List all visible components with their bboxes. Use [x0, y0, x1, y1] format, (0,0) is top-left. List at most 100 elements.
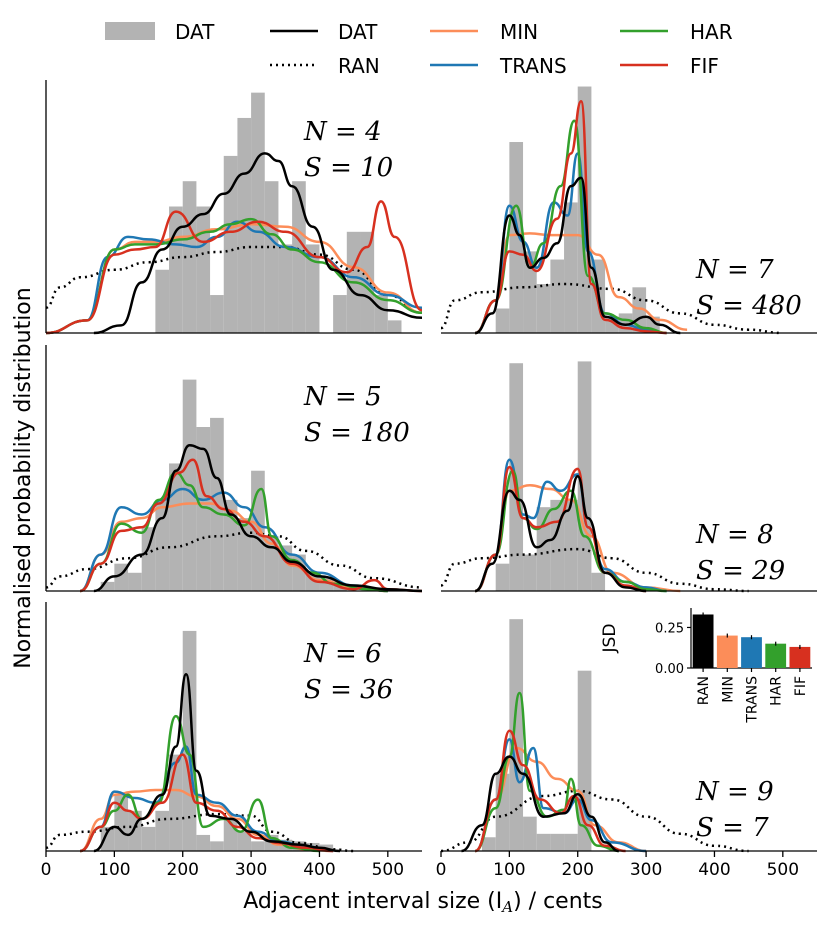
hist-bar: [550, 833, 565, 851]
panel-n8: N = 8 S = 29: [440, 361, 817, 593]
legend-ran-dotted-label: RAN: [338, 54, 380, 78]
x-tick-label: 0: [41, 860, 52, 880]
annotation-n: N = 4: [303, 117, 382, 147]
x-tick-label: 500: [767, 860, 799, 880]
panel-n7: N = 7 S = 480: [440, 86, 817, 335]
curve-dat: [93, 443, 423, 593]
x-axis-label-suffix: ) / cents: [513, 889, 603, 914]
curve-fif: [474, 99, 667, 335]
hist-bar: [210, 295, 224, 333]
x-tick-label: 200: [562, 860, 594, 880]
x-tick-label: 200: [167, 860, 199, 880]
panel-n4: N = 4 S = 10: [45, 80, 423, 335]
curve-dat: [461, 755, 619, 853]
hist-bar: [509, 142, 524, 333]
hist-bar: [141, 826, 156, 851]
panel-n5: N = 5 S = 180: [45, 345, 423, 593]
hist-bar: [536, 833, 551, 851]
inset-x-tick-label: TRANS: [745, 676, 761, 724]
hist-bar: [169, 206, 183, 333]
x-tick-label: 100: [98, 860, 130, 880]
curve-har: [474, 119, 667, 335]
hist-bar: [100, 581, 115, 591]
x-axis-label: Adjacent interval size (IA) / cents: [243, 889, 603, 916]
inset-bar-fif: [789, 646, 811, 668]
hist-bar: [196, 206, 211, 333]
x-tick-label: 500: [372, 860, 404, 880]
hist-bar: [155, 499, 170, 591]
curve-fif: [45, 200, 423, 335]
x-axis-label-main: Adjacent interval size (I: [243, 889, 502, 914]
legend-dat-hist-swatch: [105, 22, 155, 40]
hist-bar: [223, 155, 238, 333]
inset-bar-trans: [741, 637, 762, 668]
annotation-n: N = 9: [695, 777, 774, 807]
inset-x-tick-label: FIF: [793, 676, 809, 696]
annotation-s: S = 7: [696, 813, 769, 843]
x-axis-label-sub: A: [500, 898, 513, 916]
curve-fif: [474, 729, 626, 853]
inset-y-tick-label: 0.25: [655, 621, 684, 636]
hist-bar: [564, 202, 578, 333]
hist-bar: [128, 572, 142, 591]
curve-har: [79, 471, 388, 593]
curve-dat: [93, 152, 423, 335]
hist-bar: [155, 269, 170, 333]
curve-ran: [45, 812, 354, 853]
y-axis-label: Normalised probability distribution: [11, 287, 36, 668]
inset-y-tick-label: 0.00: [655, 662, 684, 677]
hist-bar: [523, 554, 537, 591]
hist-bar: [536, 507, 551, 591]
jsd-inset-chart: 0.00 0.25 JSD RAN MIN TRANS HAR FIF: [600, 608, 812, 724]
hist-bar: [564, 833, 578, 851]
hist-bar: [223, 499, 238, 591]
inset-bar-har: [765, 643, 787, 668]
curve-dat: [474, 474, 647, 593]
hist-bar: [550, 259, 565, 333]
inset-x-tick-label: HAR: [769, 676, 785, 706]
annotation-n: N = 5: [303, 382, 382, 412]
hist-bar: [495, 308, 510, 333]
hist-bar: [482, 837, 496, 851]
curve-ran: [440, 282, 783, 335]
curve-fif: [79, 458, 423, 593]
legend-fif-solid-label: FIF: [690, 54, 719, 78]
hist-bar: [264, 181, 279, 333]
curve-fif: [79, 753, 334, 853]
hist-bar: [523, 816, 537, 851]
hist-bar: [237, 831, 252, 851]
annotation-s: S = 10: [304, 153, 393, 183]
panel-n6: N = 6 S = 36 0 100 200 300 400 500: [41, 602, 422, 880]
hist-bar: [523, 251, 537, 333]
legend-trans-solid-label: TRANS: [499, 54, 567, 78]
hist-bar: [251, 92, 265, 334]
annotation-n: N = 6: [303, 639, 382, 669]
annotation-n: N = 8: [695, 520, 774, 550]
hist-bar: [264, 536, 279, 591]
legend: DAT DAT RAN MIN TRANS HAR FIF: [105, 20, 733, 78]
hist-bar: [564, 499, 578, 591]
hist-bar: [536, 284, 551, 333]
hist-bar: [591, 572, 606, 591]
curve-ran: [440, 789, 749, 853]
inset-x-tick-label: RAN: [696, 676, 712, 705]
annotation-s: S = 36: [304, 675, 393, 705]
hist-bar: [196, 834, 211, 851]
annotation-n: N = 7: [695, 255, 774, 285]
hist-bar: [155, 810, 170, 851]
x-tick-label: 0: [436, 860, 447, 880]
curve-min: [474, 232, 688, 335]
x-tick-label: 400: [698, 860, 730, 880]
hist-bar: [141, 527, 156, 591]
annotation-s: S = 180: [304, 418, 410, 448]
x-tick-label: 300: [235, 860, 267, 880]
annotation-s: S = 29: [696, 556, 785, 586]
x-tick-label: 400: [303, 860, 335, 880]
annotation-s: S = 480: [696, 291, 802, 321]
curve-har: [474, 691, 619, 853]
hist-bar: [210, 841, 224, 851]
hist-bar: [509, 619, 524, 851]
legend-dat-solid-label: DAT: [338, 20, 378, 44]
hist-bar: [237, 518, 252, 591]
inset-bar-min: [716, 635, 738, 668]
